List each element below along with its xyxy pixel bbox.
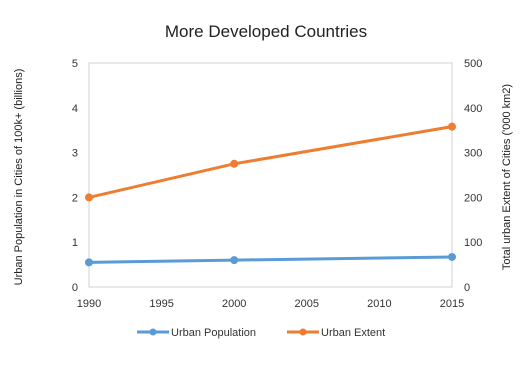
right-axis: 0 100 200 300 400 500 xyxy=(464,58,482,294)
legend-label-urban-extent: Urban Extent xyxy=(321,327,385,339)
series-line-urban-extent xyxy=(87,125,454,199)
x-tick-label: 2000 xyxy=(222,298,246,310)
y-tick-label: 4 xyxy=(72,103,78,115)
x-tick-label: 2005 xyxy=(295,298,319,310)
legend-label-urban-population: Urban Population xyxy=(171,327,256,339)
series-line-urban-population xyxy=(87,255,454,264)
x-axis: 1990 1995 2000 2005 2010 2015 xyxy=(77,298,464,310)
y2-tick-label: 200 xyxy=(464,192,482,204)
legend-marker-urban-population xyxy=(149,328,157,336)
data-point-urban-extent xyxy=(448,122,456,131)
y-tick-label: 5 xyxy=(72,58,78,70)
series-layer xyxy=(85,122,456,267)
y2-tick-label: 0 xyxy=(464,282,470,294)
legend: Urban Population Urban Extent xyxy=(137,327,385,339)
x-tick-label: 1995 xyxy=(149,298,173,310)
plot-area xyxy=(88,62,453,288)
y2-tick-label: 100 xyxy=(464,237,482,249)
data-point-urban-population xyxy=(230,256,239,265)
legend-marker-urban-extent xyxy=(299,328,307,336)
y-tick-label: 1 xyxy=(72,237,78,249)
data-point-urban-population xyxy=(85,258,93,267)
chart-title: More Developed Countries xyxy=(165,22,367,41)
y-axis-title: Urban Population in Cities of 100k+ (bil… xyxy=(13,69,25,286)
left-axis: 0 1 2 3 4 5 xyxy=(72,58,78,294)
x-tick-label: 1990 xyxy=(77,298,101,310)
y-tick-label: 0 xyxy=(72,282,78,294)
y-tick-label: 2 xyxy=(72,192,78,204)
data-point-urban-population xyxy=(448,252,456,261)
x-tick-label: 2015 xyxy=(440,298,464,310)
x-tick-label: 2010 xyxy=(367,298,391,310)
y-tick-label: 3 xyxy=(72,148,78,160)
data-point-urban-extent xyxy=(230,159,239,168)
y2-tick-label: 400 xyxy=(464,103,482,115)
y2-tick-label: 500 xyxy=(464,58,482,70)
y2-tick-label: 300 xyxy=(464,148,482,160)
y2-axis-title: Total urban Extent of Cities ('000 km2) xyxy=(501,84,513,270)
data-point-urban-extent xyxy=(85,193,93,202)
